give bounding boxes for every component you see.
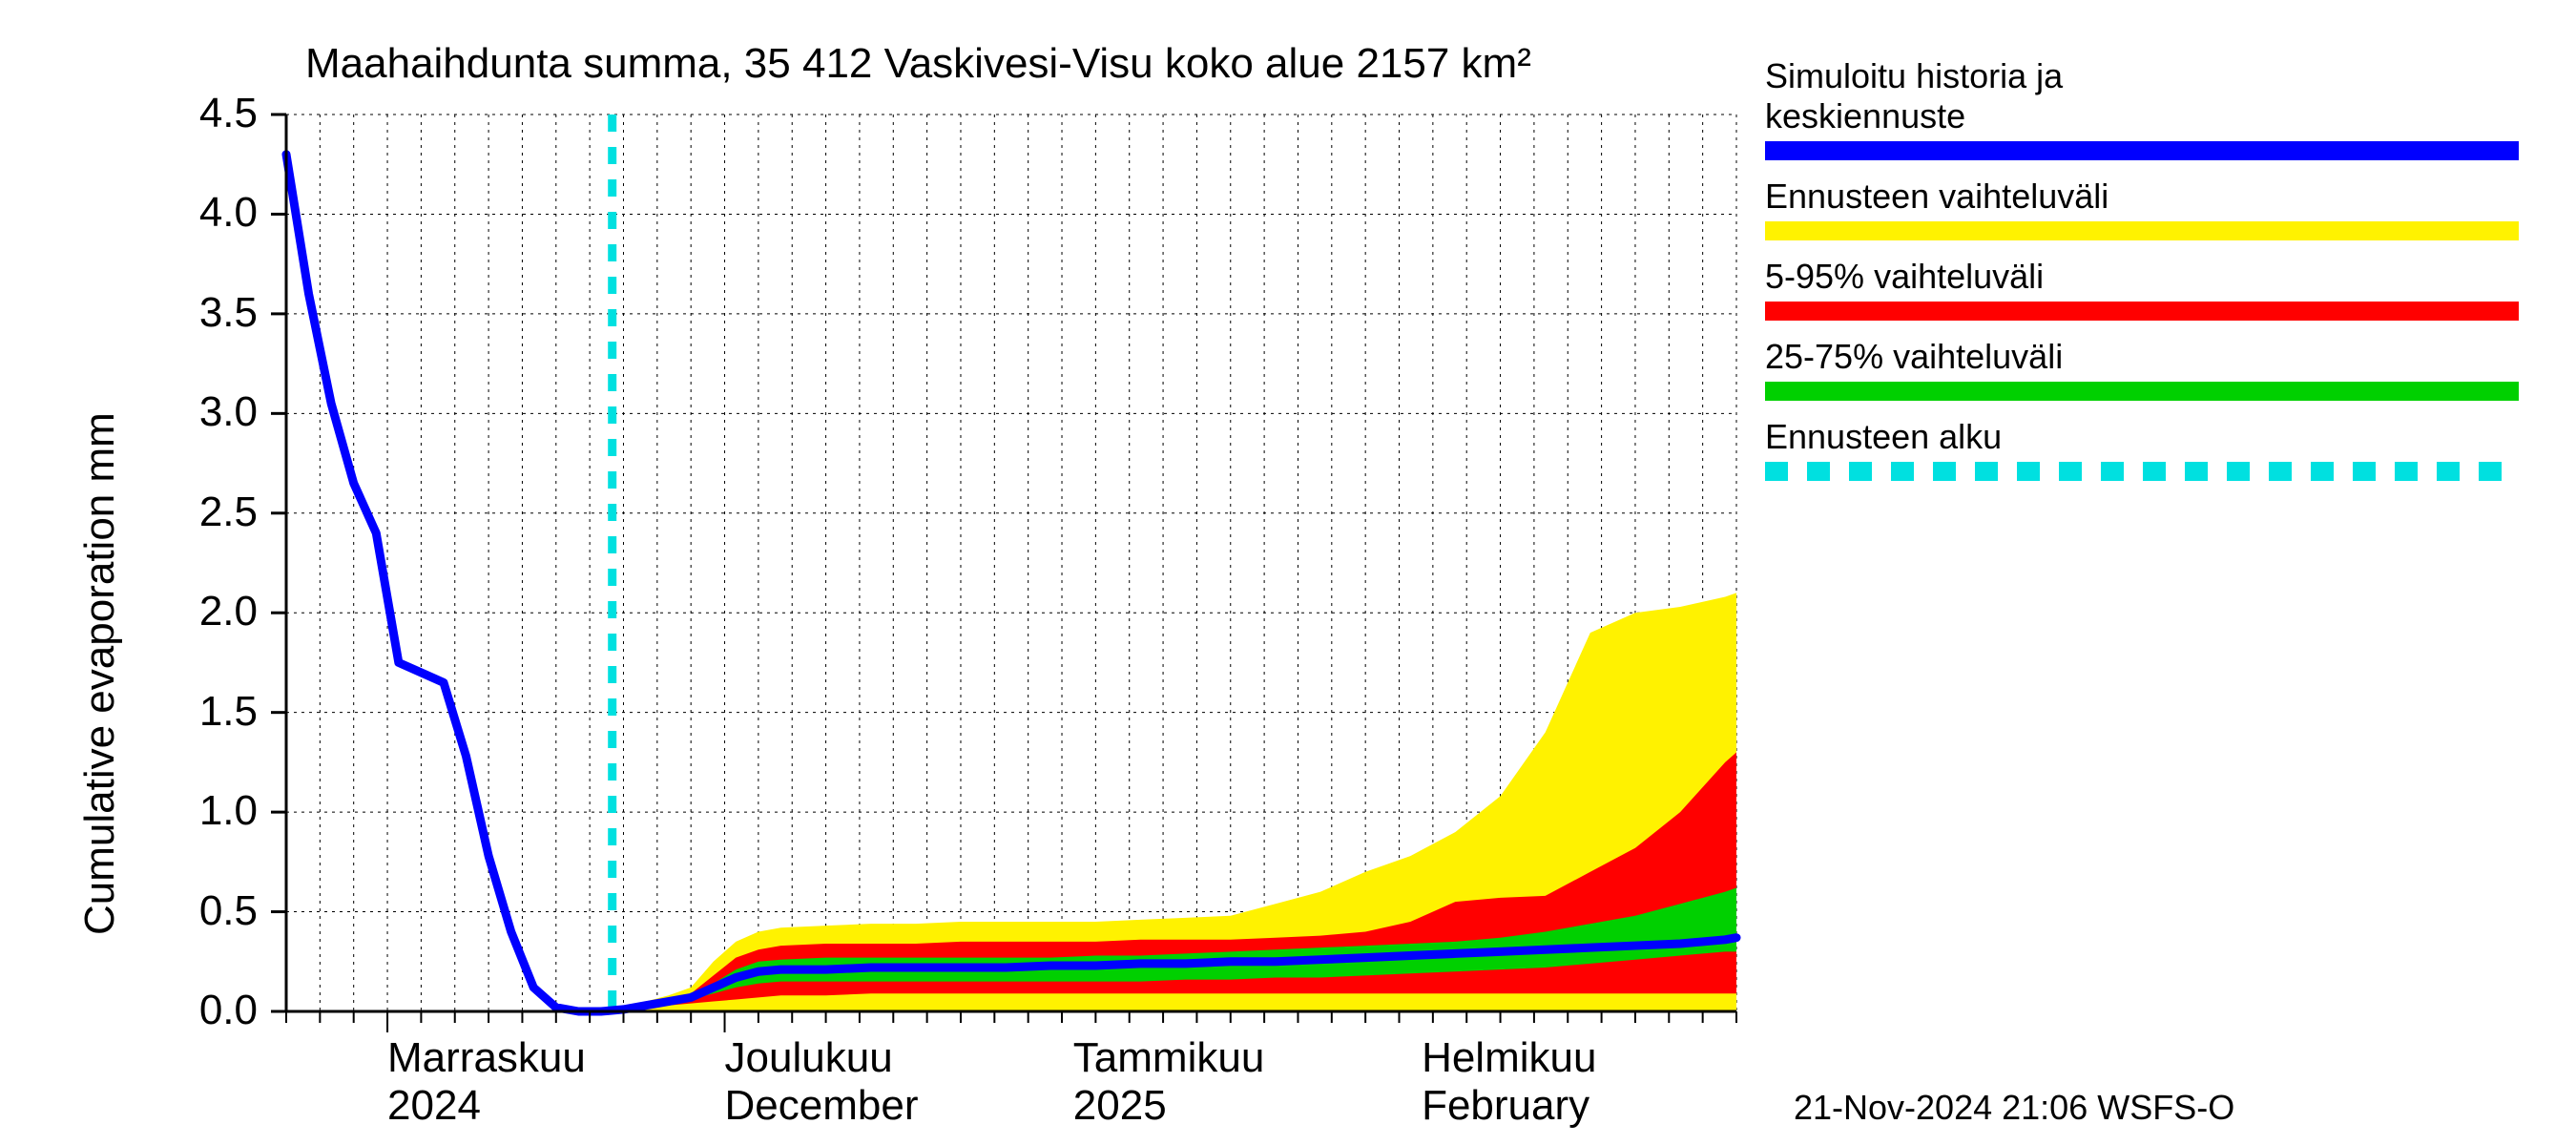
ytick-label: 2.5 [143,489,258,536]
legend-label: Ennusteen vaihteluväli [1765,177,2109,216]
xtick-label: December [725,1082,919,1130]
y-axis-label: Cumulative evaporation mm [76,412,124,935]
ytick-label: 3.5 [143,289,258,337]
ytick-label: 3.0 [143,388,258,436]
xtick-label: Tammikuu [1073,1034,1265,1082]
chart-title: Maahaihdunta summa, 35 412 Vaskivesi-Vis… [305,40,1531,88]
chart-svg [0,0,2576,1145]
ytick-label: 4.0 [143,189,258,237]
legend-label: Simuloitu historia ja [1765,57,2063,95]
xtick-label: 2025 [1073,1082,1167,1130]
legend-label: 25-75% vaihteluväli [1765,338,2063,376]
xtick-label: 2024 [387,1082,481,1130]
ytick-label: 0.5 [143,887,258,935]
ytick-label: 1.5 [143,688,258,736]
ytick-label: 1.0 [143,787,258,835]
legend-label: Ennusteen alku [1765,418,2002,456]
ytick-label: 4.5 [143,90,258,137]
legend-label: keskiennuste [1765,97,1965,135]
xtick-label: February [1422,1082,1589,1130]
ytick-label: 0.0 [143,987,258,1034]
xtick-label: Helmikuu [1422,1034,1596,1082]
footer-timestamp: 21-Nov-2024 21:06 WSFS-O [1794,1088,2234,1128]
xtick-label: Joulukuu [725,1034,893,1082]
ytick-label: 2.0 [143,588,258,635]
legend-label: 5-95% vaihteluväli [1765,258,2044,296]
chart-container: Maahaihdunta summa, 35 412 Vaskivesi-Vis… [0,0,2576,1145]
xtick-label: Marraskuu [387,1034,586,1082]
